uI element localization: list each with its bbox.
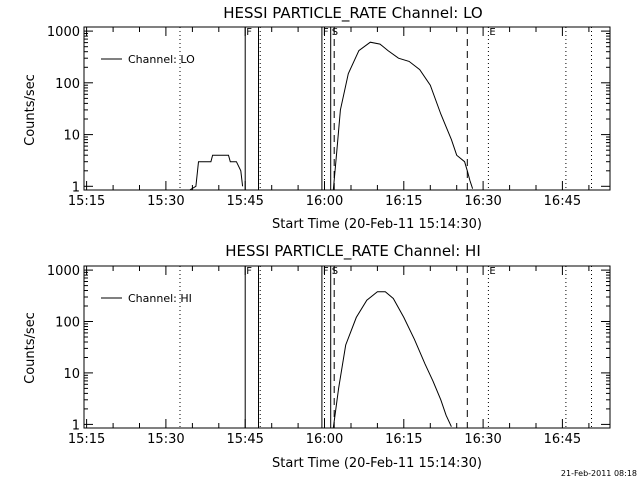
x-tick-label: 16:30	[464, 194, 501, 209]
x-tick-label: 15:30	[147, 432, 184, 447]
x-tick-label: 15:30	[147, 194, 184, 209]
x-tick-label: 16:00	[306, 432, 343, 447]
x-axis-label: Start Time (20-Feb-11 15:14:30)	[272, 217, 482, 232]
chart-title: HESSI PARTICLE_RATE Channel: LO	[223, 4, 482, 23]
marker-label: E	[489, 27, 495, 38]
x-tick-label: 16:45	[544, 432, 581, 447]
marker-label: E	[489, 266, 495, 277]
y-tick-label: 1000	[47, 25, 80, 40]
y-tick-label: 100	[55, 316, 80, 331]
footer-timestamp: 21-Feb-2011 08:18	[561, 469, 637, 478]
plot-frame	[83, 265, 611, 429]
x-tick-label: 16:15	[385, 432, 422, 447]
y-tick-label: 100	[55, 77, 80, 92]
y-tick-label: 1	[72, 180, 80, 195]
y-axis-label: Counts/sec	[23, 312, 38, 384]
series-line	[189, 154, 244, 191]
x-tick-label: 15:45	[226, 194, 263, 209]
series-line	[332, 291, 452, 429]
panel-lo: HESSI PARTICLE_RATE Channel: LO Start Ti…	[23, 4, 611, 232]
series-line	[332, 41, 474, 191]
y-tick-label: 10	[63, 129, 80, 144]
y-tick-label: 1000	[47, 264, 80, 279]
x-tick-label: 16:30	[464, 432, 501, 447]
panel-hi: HESSI PARTICLE_RATE Channel: HI Start Ti…	[23, 242, 611, 471]
x-tick-label: 15:45	[226, 432, 263, 447]
marker-label: F	[323, 266, 329, 277]
x-tick-label: 16:45	[544, 194, 581, 209]
marker-label: S	[332, 27, 338, 38]
x-tick-label: 15:15	[68, 432, 105, 447]
legend-label: Channel: HI	[128, 292, 192, 305]
plot-frame	[83, 26, 611, 191]
marker-label: F	[246, 27, 252, 38]
x-axis-label: Start Time (20-Feb-11 15:14:30)	[272, 456, 482, 471]
marker-label: S	[332, 266, 338, 277]
y-axis-label: Counts/sec	[23, 74, 38, 146]
chart-title: HESSI PARTICLE_RATE Channel: HI	[225, 242, 481, 261]
legend-label: Channel: LO	[128, 53, 195, 66]
x-tick-label: 16:15	[385, 194, 422, 209]
x-tick-label: 16:00	[306, 194, 343, 209]
marker-label: F	[246, 266, 252, 277]
marker-label: F	[323, 27, 329, 38]
y-tick-label: 1	[72, 418, 80, 433]
x-tick-label: 15:15	[68, 194, 105, 209]
y-tick-label: 10	[63, 367, 80, 382]
